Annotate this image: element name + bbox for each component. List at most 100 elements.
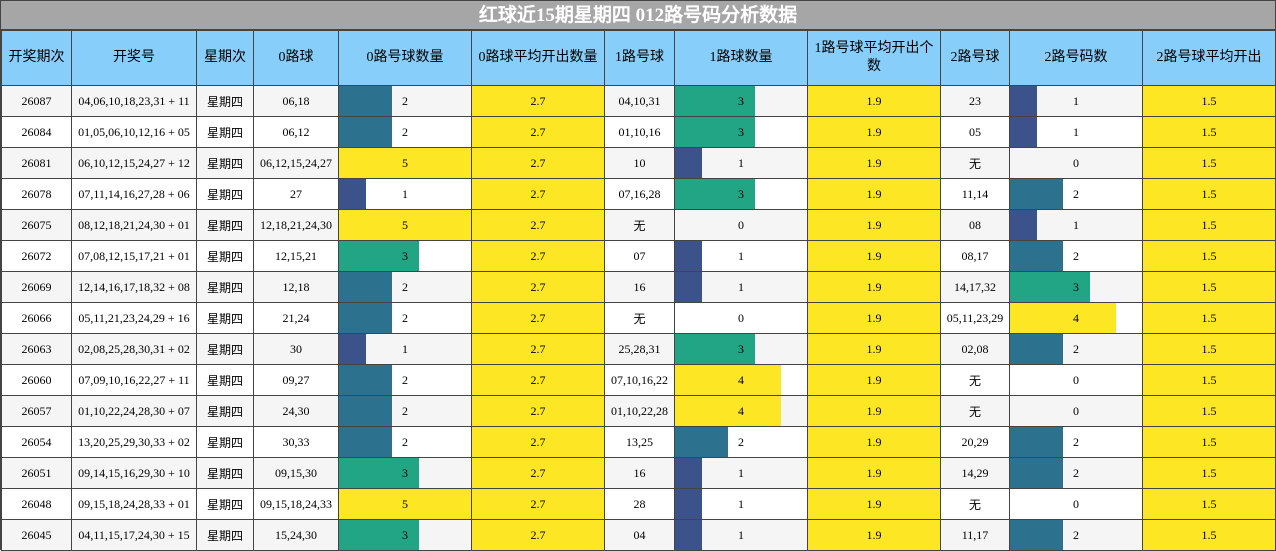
issue-cell: 26045 bbox=[1, 519, 72, 551]
header-r0-balls: 0路球 bbox=[253, 30, 339, 86]
r1-count-bar: 1 bbox=[674, 240, 808, 272]
r0-count-bar-fill bbox=[339, 489, 471, 519]
r1-balls-cell: 16 bbox=[604, 271, 675, 303]
weekday-cell: 星期四 bbox=[196, 426, 254, 458]
issue-cell: 26075 bbox=[1, 209, 72, 241]
weekday-cell: 星期四 bbox=[196, 116, 254, 148]
r0-count-bar-fill bbox=[339, 241, 419, 271]
numbers-cell: 04,06,10,18,23,31 + 11 bbox=[71, 85, 197, 117]
r0-count-bar: 2 bbox=[338, 116, 472, 148]
r2-count-bar-value: 2 bbox=[1073, 527, 1079, 542]
issue-cell: 26051 bbox=[1, 457, 72, 489]
issue-cell: 26054 bbox=[1, 426, 72, 458]
r1-count-bar: 3 bbox=[674, 333, 808, 365]
r1-count-bar-fill bbox=[675, 148, 702, 178]
r1-balls-cell: 04 bbox=[604, 519, 675, 551]
r1-count-bar: 0 bbox=[674, 302, 808, 334]
analysis-table: 开奖期次 开奖号 星期次 0路球 0路号球数量 0路球平均开出数量 1路号球 1… bbox=[1, 30, 1276, 551]
table-row: 26075 08,12,18,21,24,30 + 01 星期四 12,18,21,2… bbox=[1, 209, 1276, 241]
table-row: 26054 13,20,25,29,30,33 + 02 星期四 30,33 2 2.7 1… bbox=[1, 426, 1276, 458]
table-body: 26087 04,06,10,18,23,31 + 11 星期四 06,18 2 2.7 0… bbox=[1, 85, 1276, 551]
issue-cell: 26063 bbox=[1, 333, 72, 365]
r2-balls-cell: 无 bbox=[940, 488, 1010, 520]
r2-count-bar-fill bbox=[1010, 241, 1063, 271]
header-r0-count: 0路号球数量 bbox=[338, 30, 472, 86]
r0-average-cell: 2.7 bbox=[471, 85, 605, 117]
r1-balls-cell: 13,25 bbox=[604, 426, 675, 458]
r0-count-bar: 1 bbox=[338, 333, 472, 365]
weekday-cell: 星期四 bbox=[196, 302, 254, 334]
r0-average-cell: 2.7 bbox=[471, 395, 605, 427]
r0-average-cell: 2.7 bbox=[471, 209, 605, 241]
r1-average-cell: 1.9 bbox=[807, 271, 941, 303]
r2-count-bar-fill bbox=[1010, 117, 1037, 147]
table-row: 26069 12,14,16,17,18,32 + 08 星期四 12,18 2 2.7 1… bbox=[1, 271, 1276, 303]
r1-count-bar-value: 4 bbox=[738, 372, 744, 387]
numbers-cell: 04,11,15,17,24,30 + 15 bbox=[71, 519, 197, 551]
r0-count-bar-value: 3 bbox=[402, 248, 408, 263]
r1-balls-cell: 28 bbox=[604, 488, 675, 520]
numbers-cell: 07,08,12,15,17,21 + 01 bbox=[71, 240, 197, 272]
r0-count-bar-value: 3 bbox=[402, 465, 408, 480]
r0-average-cell: 2.7 bbox=[471, 333, 605, 365]
r2-count-bar-value: 2 bbox=[1073, 465, 1079, 480]
r2-balls-cell: 无 bbox=[940, 364, 1010, 396]
r0-count-bar-fill bbox=[339, 210, 471, 240]
r2-average-cell: 1.5 bbox=[1142, 302, 1276, 334]
r0-count-bar-fill bbox=[339, 272, 392, 302]
issue-cell: 26084 bbox=[1, 116, 72, 148]
r2-count-bar-fill bbox=[1010, 179, 1063, 209]
r2-count-bar-value: 2 bbox=[1073, 248, 1079, 263]
r1-balls-cell: 04,10,31 bbox=[604, 85, 675, 117]
table-row: 26048 09,15,18,24,28,33 + 01 星期四 09,15,18,2… bbox=[1, 488, 1276, 520]
issue-cell: 26069 bbox=[1, 271, 72, 303]
r0-count-bar: 5 bbox=[338, 209, 472, 241]
table-row: 26084 01,05,06,10,12,16 + 05 星期四 06,12 2 2.7 0… bbox=[1, 116, 1276, 148]
r2-average-cell: 1.5 bbox=[1142, 240, 1276, 272]
r1-count-bar-value: 4 bbox=[738, 403, 744, 418]
r2-count-bar: 1 bbox=[1009, 85, 1143, 117]
r2-average-cell: 1.5 bbox=[1142, 395, 1276, 427]
r2-count-bar-fill bbox=[1010, 458, 1063, 488]
r1-count-bar-value: 3 bbox=[738, 93, 744, 108]
table-row: 26081 06,10,12,15,24,27 + 12 星期四 06,12,15,2… bbox=[1, 147, 1276, 179]
r1-count-bar-fill bbox=[675, 334, 755, 364]
r2-count-bar: 3 bbox=[1009, 271, 1143, 303]
r2-average-cell: 1.5 bbox=[1142, 85, 1276, 117]
r2-count-bar: 0 bbox=[1009, 395, 1143, 427]
r2-count-bar-value: 0 bbox=[1073, 155, 1079, 170]
table-row: 26066 05,11,21,23,24,29 + 16 星期四 21,24 2 2.7 无… bbox=[1, 302, 1276, 334]
r1-average-cell: 1.9 bbox=[807, 333, 941, 365]
r2-count-bar: 2 bbox=[1009, 240, 1143, 272]
r2-average-cell: 1.5 bbox=[1142, 209, 1276, 241]
header-numbers: 开奖号 bbox=[71, 30, 197, 86]
r1-count-bar-fill bbox=[675, 427, 728, 457]
r0-count-bar-value: 1 bbox=[402, 186, 408, 201]
r0-average-cell: 2.7 bbox=[471, 147, 605, 179]
r0-count-bar-value: 5 bbox=[402, 217, 408, 232]
weekday-cell: 星期四 bbox=[196, 271, 254, 303]
r2-count-bar-fill bbox=[1010, 427, 1063, 457]
r0-count-bar: 5 bbox=[338, 147, 472, 179]
r0-count-bar: 3 bbox=[338, 457, 472, 489]
r1-average-cell: 1.9 bbox=[807, 519, 941, 551]
r0-balls-cell: 30,33 bbox=[253, 426, 339, 458]
r2-count-bar-fill bbox=[1010, 86, 1037, 116]
r1-count-bar-value: 3 bbox=[738, 186, 744, 201]
r0-count-bar: 1 bbox=[338, 178, 472, 210]
r2-count-bar-fill bbox=[1010, 520, 1063, 550]
r1-count-bar-value: 1 bbox=[738, 496, 744, 511]
r0-balls-cell: 06,12,15,24,27 bbox=[253, 147, 339, 179]
r0-count-bar-value: 2 bbox=[402, 310, 408, 325]
r2-balls-cell: 02,08 bbox=[940, 333, 1010, 365]
table-row: 26060 07,09,10,16,22,27 + 11 星期四 09,27 2 2.7 0… bbox=[1, 364, 1276, 396]
r1-count-bar-fill bbox=[675, 365, 781, 395]
r1-balls-cell: 07,16,28 bbox=[604, 178, 675, 210]
r1-average-cell: 1.9 bbox=[807, 302, 941, 334]
numbers-cell: 07,11,14,16,27,28 + 06 bbox=[71, 178, 197, 210]
r1-count-bar-fill bbox=[675, 179, 755, 209]
numbers-cell: 09,15,18,24,28,33 + 01 bbox=[71, 488, 197, 520]
r1-count-bar-value: 1 bbox=[738, 248, 744, 263]
r1-count-bar-value: 0 bbox=[738, 217, 744, 232]
r1-average-cell: 1.9 bbox=[807, 395, 941, 427]
